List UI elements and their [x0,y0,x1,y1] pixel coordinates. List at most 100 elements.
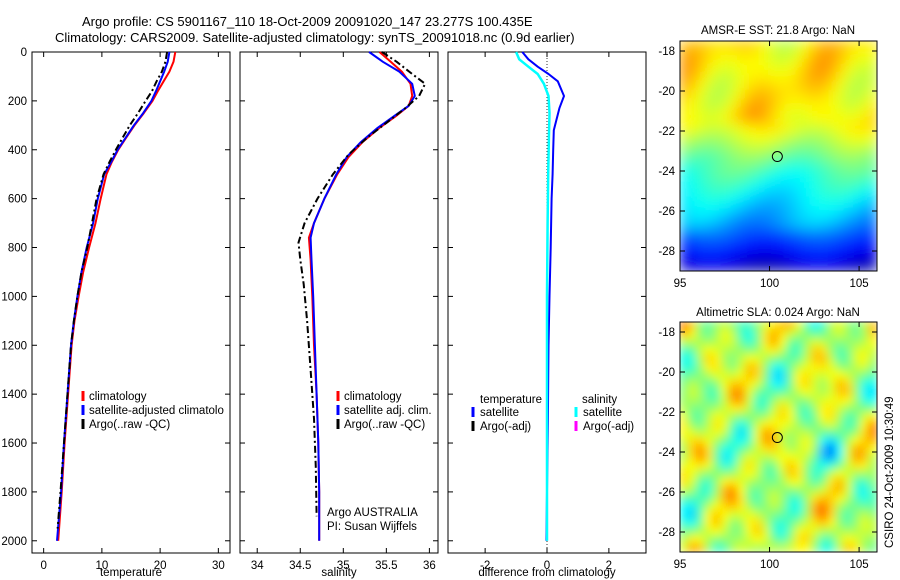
sst-map-cell [819,262,829,271]
sst-map-cell [745,229,755,239]
sst-map-cell [778,180,788,190]
sst-map-cell [720,73,730,83]
sla-map-cell [712,494,722,504]
sla-map-cell [736,411,747,422]
sla-map-cell [851,452,862,463]
sla-map-cell [843,535,853,545]
sla-map-cell [712,502,722,512]
sst-map-cell [851,41,862,50]
sst-map-cell [680,65,689,75]
sst-map-cell [728,56,738,67]
sst-map-cell [778,89,788,99]
sst-map-cell [680,98,689,108]
sst-map-cell [728,221,738,231]
sst-map-cell [843,130,853,141]
sst-map-cell [794,122,804,132]
sst-map-cell [753,48,763,58]
sla-map-cell [810,461,821,471]
sst-map-cell [819,106,829,116]
sla-map-cell [810,469,821,479]
sst-map-cell [745,73,755,83]
sst-map-cell [835,147,845,157]
sla-map-cell [712,477,722,487]
sla-map-cell [761,518,771,528]
sst-map-cell [680,163,689,173]
sla-map-cell [843,362,853,372]
sst-map-cell [827,147,837,157]
sla-map-cell [835,329,845,339]
sla-map-cell [843,420,853,430]
sla-map-cell [794,543,804,552]
sst-map-cell [802,130,812,141]
sla-map-cell [769,502,779,512]
sla-map-cell [835,436,845,446]
sla-map-cell [728,411,738,422]
sst-map-cell [720,254,730,264]
sla-map-cell [769,526,779,537]
sla-map-cell [728,322,738,331]
sla-map-cell [720,526,730,537]
sal-xtick-label: 36 [423,560,436,572]
sst-map-cell [745,89,755,99]
sla-map-cell [794,362,804,372]
sst-map-cell [778,65,788,75]
sst-map-cell [851,73,862,83]
sla-map-cell [745,510,755,520]
sla-map-cell [868,477,877,487]
sst-map-cell [680,89,689,99]
temp-xtick-label: 10 [95,560,108,572]
sst-map-cell [827,163,837,173]
sst-map-cell [860,48,870,58]
sst-map-cell [687,147,697,157]
sla-map-cell [868,526,877,537]
sla-map-cell [680,494,689,504]
sst-map-cell [712,155,722,165]
sst-map-cell [868,221,877,231]
sla-map-cell [843,518,853,528]
sst-map-cell [843,114,853,124]
sst-map-cell [704,98,714,108]
sst-map-cell [695,147,706,157]
sla-map-cell [761,485,771,495]
sla-map-cell [851,461,862,471]
sla-map-cell [843,346,853,356]
sst-map-cell [786,48,796,58]
depth-tick-label: 400 [8,145,27,157]
sst-map-cell [794,229,804,239]
sla-map-cell [728,379,738,389]
sla-map-cell [835,494,845,504]
sla-map-cell [704,510,714,520]
sst-map-cell [851,122,862,132]
sst-map-cell [680,122,689,132]
sla-map-cell [745,354,755,364]
sst-map-cell [680,73,689,83]
sla-map-cell [860,510,870,520]
sla-map-cell [835,452,845,463]
sst-map-cell [680,180,689,190]
sla-map-cell [745,477,755,487]
sla-map-cell [745,370,755,380]
sst-map-cell [802,171,812,182]
sla-map-cell [835,485,845,495]
sst-map-cell [712,171,722,182]
sla-map-cell [704,379,714,389]
sla-map-cell [810,428,821,438]
sla-map-cell [769,420,779,430]
sst-map-cell [745,41,755,50]
sla-map-cell [769,444,779,454]
sst-map-cell [778,147,788,157]
sla-map-cell [720,535,730,545]
sst-map-cell [761,262,771,271]
sla-map-cell [819,461,829,471]
sla-map-cell [860,354,870,364]
sst-map-cell [720,139,730,149]
sst-map-cell [810,130,821,141]
sla-map-cell [868,322,877,331]
sst-map-cell [687,188,697,198]
sst-map-cell [810,122,821,132]
sla-map-cell [704,370,714,380]
sst-map-cell [827,245,837,256]
sst-map-cell [794,171,804,182]
sst-map-cell [695,48,706,58]
sst-map-lat-label: -24 [658,166,675,178]
